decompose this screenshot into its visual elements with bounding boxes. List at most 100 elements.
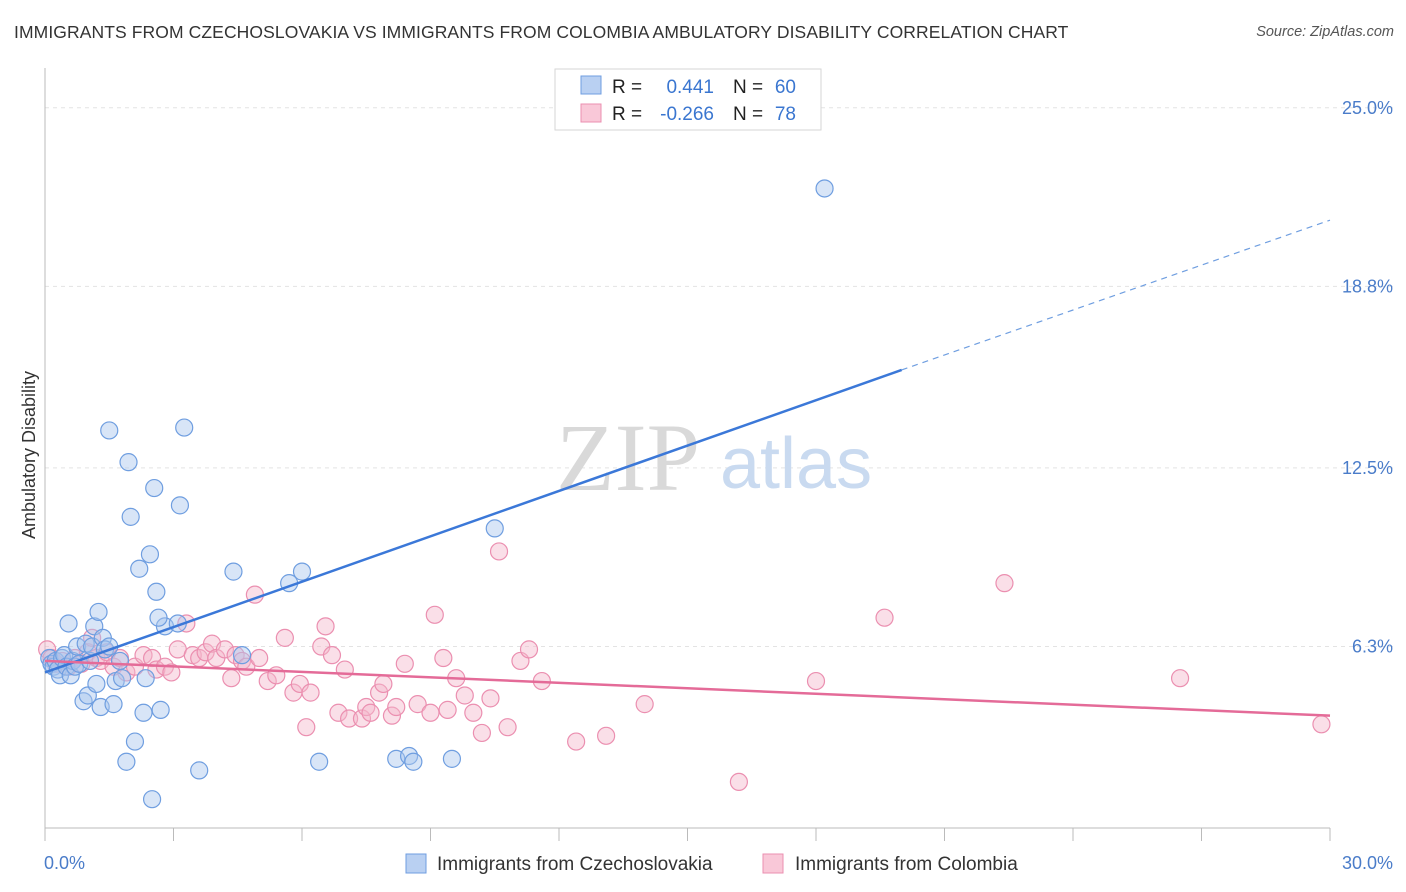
czechoslovakia-point-33	[119, 453, 138, 472]
czechoslovakia-point-31	[100, 421, 119, 440]
colombia-point-64	[472, 723, 491, 743]
colombia-point-79	[1312, 715, 1331, 734]
czechoslovakia-point-59	[485, 519, 504, 538]
stats-r-value-1: 0.441	[666, 77, 714, 98]
trend-extension-czechoslovakia	[901, 219, 1331, 371]
stats-r-value-2: -0.266	[660, 104, 714, 125]
colombia-point-62	[455, 686, 474, 705]
colombia-point-73	[635, 695, 654, 714]
x-tick-label-max: 30.0%	[1342, 853, 1393, 873]
colombia-point-47	[340, 709, 359, 728]
stats-r-label-1: R =	[612, 77, 642, 98]
stats-n-value-2: 78	[775, 104, 796, 125]
czechoslovakia-point-18	[80, 651, 100, 671]
trend-line-colombia	[44, 659, 1331, 717]
czechoslovakia-point-54	[310, 752, 329, 771]
chart-title: IMMIGRANTS FROM CZECHOSLOVAKIA VS IMMIGR…	[14, 22, 1069, 42]
colombia-point-41	[301, 683, 320, 702]
colombia-point-44	[322, 646, 342, 665]
colombia-point-69	[519, 640, 539, 659]
colombia-point-74	[729, 772, 749, 792]
trend-line-czechoslovakia	[44, 368, 903, 674]
czechoslovakia-point-42	[142, 790, 162, 809]
colombia-point-29	[222, 669, 241, 688]
y-tick-label-0: 6.3%	[1352, 637, 1393, 657]
czechoslovakia-point-58	[442, 749, 462, 768]
czechoslovakia-point-51	[232, 646, 252, 665]
y-tick-label-3: 25.0%	[1342, 98, 1393, 118]
y-tick-label-2: 18.8%	[1342, 276, 1393, 296]
colombia-point-54	[387, 697, 406, 717]
x-tick-label-min: 0.0%	[44, 853, 85, 873]
source-note: Source: ZipAtlas.com	[1256, 24, 1394, 40]
czechoslovakia-point-53	[292, 562, 312, 581]
trend-lines	[44, 219, 1331, 717]
czechoslovakia-point-32	[117, 752, 136, 771]
colombia-point-63	[464, 703, 483, 722]
colombia-point-65	[481, 689, 500, 708]
czechoslovakia-point-47	[175, 418, 194, 437]
czechoslovakia-point-22	[89, 602, 108, 622]
y-tick-label-1: 12.5%	[1342, 458, 1393, 478]
stats-legend: R = 0.441 N = 60 R = -0.266 N = 78	[554, 68, 822, 131]
czechoslovakia-point-46	[170, 496, 190, 515]
stats-n-label-2: N =	[733, 104, 763, 125]
colombia-point-34	[250, 648, 269, 668]
y-tick-labels: 6.3% 12.5% 18.8% 25.0%	[1342, 98, 1393, 657]
czechoslovakia-point-50	[224, 562, 243, 581]
czechoslovakia-point-57	[404, 752, 423, 771]
colombia-point-43	[316, 617, 335, 636]
series-legend-swatch-czechoslovakia	[405, 853, 427, 874]
stats-n-value-1: 60	[775, 77, 796, 98]
colombia-point-28	[215, 640, 234, 659]
czechoslovakia-point-29	[112, 669, 132, 688]
grid-lines	[45, 107, 1396, 648]
colombia-point-67	[498, 718, 517, 737]
colombia-point-78	[1170, 669, 1190, 688]
czechoslovakia-point-34	[121, 507, 140, 526]
czechoslovakia-point-27	[104, 695, 123, 714]
czechoslovakia-point-21	[87, 674, 106, 694]
czechoslovakia-point-30	[110, 651, 130, 671]
watermark-zip: ZIP	[556, 404, 700, 511]
series-legend: Immigrants from Czechoslovakia Immigrant…	[405, 853, 1018, 875]
colombia-point-37	[275, 628, 294, 647]
stats-r-label-2: R =	[612, 104, 642, 125]
stats-legend-swatch-pink	[580, 103, 602, 123]
colombia-point-60	[438, 700, 457, 719]
czechoslovakia-point-39	[140, 545, 160, 564]
colombia-point-32	[237, 657, 256, 676]
colombia-point-50	[361, 703, 380, 722]
colombia-point-71	[567, 732, 586, 751]
colombia-point-77	[995, 574, 1014, 593]
czechoslovakia-point-38	[136, 669, 155, 688]
series-legend-label-colombia: Immigrants from Colombia	[795, 854, 1018, 875]
colombia-point-52	[374, 674, 393, 694]
watermark: ZIP atlas	[556, 404, 872, 511]
czechoslovakia-point-43	[151, 700, 170, 719]
colombia-point-66	[489, 542, 509, 561]
colombia-point-55	[395, 654, 414, 673]
czechoslovakia-point-37	[134, 703, 153, 722]
colombia-point-53	[382, 706, 402, 725]
colombia-point-56	[408, 695, 427, 714]
watermark-atlas: atlas	[720, 424, 872, 504]
y-axis-label: Ambulatory Disability	[19, 371, 39, 539]
colombia-point-76	[875, 608, 894, 627]
czechoslovakia-point-49	[190, 761, 209, 780]
series-legend-label-czechoslovakia: Immigrants from Czechoslovakia	[437, 854, 713, 875]
czechoslovakia-point-35	[125, 732, 145, 751]
colombia-point-58	[425, 605, 444, 624]
czechoslovakia-point-41	[147, 582, 166, 601]
colombia-point-46	[335, 660, 354, 679]
czechoslovakia-point-60	[815, 179, 834, 198]
czechoslovakia-point-36	[130, 559, 149, 578]
czechoslovakia-point-9	[59, 614, 78, 633]
colombia-point-20	[162, 663, 181, 682]
czechoslovakia-point-45	[149, 608, 168, 627]
colombia-point-40	[297, 718, 316, 737]
colombia-point-51	[370, 683, 389, 702]
stats-n-label-1: N =	[733, 77, 763, 98]
colombia-point-59	[434, 648, 453, 668]
